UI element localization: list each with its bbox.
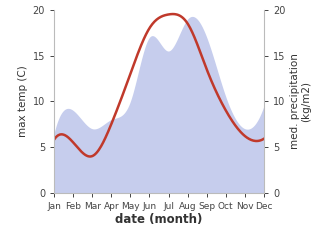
Y-axis label: med. precipitation
(kg/m2): med. precipitation (kg/m2)	[289, 53, 311, 149]
Y-axis label: max temp (C): max temp (C)	[18, 65, 29, 137]
X-axis label: date (month): date (month)	[115, 213, 203, 226]
